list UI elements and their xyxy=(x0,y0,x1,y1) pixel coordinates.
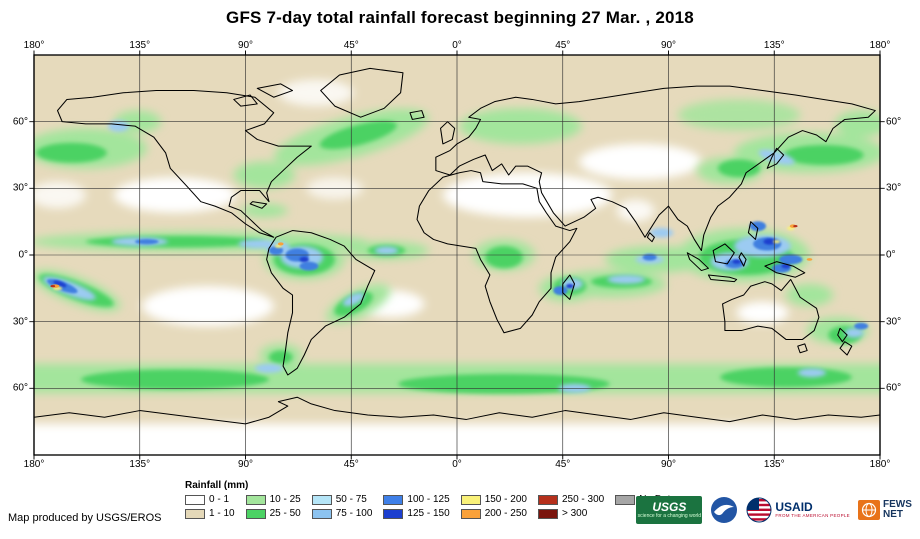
legend-label: 0 - 1 xyxy=(209,494,230,505)
usaid-logo: USAID FROM THE AMERICAN PEOPLE xyxy=(746,497,850,523)
legend-entry: 0 - 1 xyxy=(185,494,235,505)
legend-swatch xyxy=(615,494,636,505)
x-axis-label: 135° xyxy=(763,40,785,51)
legend-swatch xyxy=(245,508,266,519)
map-credit: Map produced by USGS/EROS xyxy=(8,512,162,524)
x-axis-label: 0° xyxy=(452,459,462,470)
fewsnet-logo: FEWS NET xyxy=(858,500,917,520)
x-axis-label: 45° xyxy=(343,459,359,470)
legend-swatch xyxy=(460,508,481,519)
legend-entry: > 300 xyxy=(537,508,604,519)
rainfall-layer-250-300 xyxy=(50,225,798,288)
legend-label: 125 - 150 xyxy=(407,508,450,519)
legend-swatch xyxy=(245,494,266,505)
legend-label: 150 - 200 xyxy=(484,494,527,505)
legend-label: > 300 xyxy=(561,508,588,519)
legend-label: 250 - 300 xyxy=(561,494,605,505)
usgs-logo: USGS science for a changing world xyxy=(636,496,703,524)
y-axis-label: 0° xyxy=(886,249,896,261)
legend-entry: 250 - 300 xyxy=(537,494,605,505)
legend-entry: 10 - 25 xyxy=(245,494,301,505)
legend-swatch xyxy=(311,494,332,505)
rainfall-layer-100-125 xyxy=(46,221,869,330)
legend-title: Rainfall (mm) xyxy=(185,480,249,491)
legend-label: 75 - 100 xyxy=(335,508,373,519)
x-axis-label: 180° xyxy=(23,459,45,470)
x-axis-label: 135° xyxy=(129,459,151,470)
legend-swatch xyxy=(311,508,332,519)
x-axis-label: 45° xyxy=(555,459,571,470)
y-axis-label: 60° xyxy=(886,382,902,394)
legend-label: 25 - 50 xyxy=(269,508,301,519)
map-layers xyxy=(34,55,880,455)
x-axis-label: 0° xyxy=(452,40,462,51)
x-axis-label: 90° xyxy=(660,40,677,51)
rainfall-layer-125-150 xyxy=(53,238,791,289)
legend-entry: 200 - 250 xyxy=(460,508,527,519)
y-axis-label: 60° xyxy=(12,382,28,394)
legend-swatch xyxy=(537,494,558,505)
legend-swatch xyxy=(185,494,205,505)
x-axis-label: 135° xyxy=(129,40,151,51)
legend-label: 200 - 250 xyxy=(484,508,527,519)
legend-entry: 125 - 150 xyxy=(383,508,450,519)
legend-entry: 150 - 200 xyxy=(460,494,527,505)
x-axis-label: 90° xyxy=(237,459,254,470)
legend-swatch xyxy=(383,508,404,519)
legend-swatch xyxy=(383,494,404,505)
legend-grid: 0 - 1 1 - 10 10 - 25 25 - 50 50 - 75 75 … xyxy=(185,494,676,519)
x-axis-label: 135° xyxy=(763,459,785,470)
legend-entry: 50 - 75 xyxy=(311,494,373,505)
legend-label: 10 - 25 xyxy=(269,494,301,505)
map-svg xyxy=(29,50,885,460)
usgs-logo-text: USGS xyxy=(652,499,687,514)
x-axis-label: 180° xyxy=(23,40,45,51)
coastlines xyxy=(34,67,880,425)
usaid-tagline: FROM THE AMERICAN PEOPLE xyxy=(775,513,850,519)
page-title: GFS 7-day total rainfall forecast beginn… xyxy=(226,8,694,27)
world-map xyxy=(29,50,885,460)
y-axis-label: 30° xyxy=(12,316,28,328)
x-axis-label: 180° xyxy=(869,459,891,470)
noaa-seal-icon xyxy=(711,497,738,523)
y-axis-label: 60° xyxy=(886,116,902,128)
usaid-flag-icon xyxy=(746,497,772,523)
y-axis-label: 60° xyxy=(12,116,28,128)
legend-entry: 100 - 125 xyxy=(383,494,450,505)
legend-label: 100 - 125 xyxy=(407,494,450,505)
usgs-tagline: science for a changing world xyxy=(637,512,702,519)
y-axis-labels-left: 60° 30° 0° 30° 60° xyxy=(4,55,30,455)
map-border xyxy=(33,54,881,456)
x-axis-label: 90° xyxy=(237,40,254,51)
legend-label: 1 - 10 xyxy=(209,508,235,519)
x-axis-labels-top: 180° 135° 90° 45° 0° 45° 90° 135° 180° xyxy=(24,40,891,52)
y-axis-label: 30° xyxy=(886,182,902,194)
usgs-logo-box: USGS science for a changing world xyxy=(636,496,703,524)
fewsnet-globe-icon xyxy=(858,500,880,520)
y-axis-label: 30° xyxy=(12,182,28,194)
axis-ticks xyxy=(29,50,885,460)
x-axis-label: 45° xyxy=(555,40,571,51)
noaa-logo xyxy=(710,496,738,524)
x-axis-label: 180° xyxy=(869,40,891,51)
legend-entry: 1 - 10 xyxy=(185,508,235,519)
x-axis-label: 90° xyxy=(660,459,677,470)
legend-swatch xyxy=(185,508,205,519)
y-axis-label: 0° xyxy=(18,249,28,261)
usaid-logo-text: USAID xyxy=(775,499,813,514)
legend-entry: 25 - 50 xyxy=(245,508,301,519)
y-axis-label: 30° xyxy=(886,316,902,328)
y-axis-labels-right: 60° 30° 0° 30° 60° xyxy=(884,55,910,455)
x-axis-label: 45° xyxy=(343,40,359,51)
graticule xyxy=(34,55,880,455)
legend-label: 50 - 75 xyxy=(335,494,367,505)
fewsnet-logo-text: FEWS NET xyxy=(883,499,912,520)
legend-swatch xyxy=(537,508,558,519)
legend-entry: 75 - 100 xyxy=(311,508,373,519)
x-axis-labels-bottom: 180° 135° 90° 45° 0° 45° 90° 135° 180° xyxy=(24,459,891,471)
footer-logos: USGS science for a changing world xyxy=(636,496,917,524)
legend-swatch xyxy=(460,494,481,505)
legend: Rainfall (mm) 0 - 1 1 - 10 10 - 25 25 - … xyxy=(185,480,676,519)
